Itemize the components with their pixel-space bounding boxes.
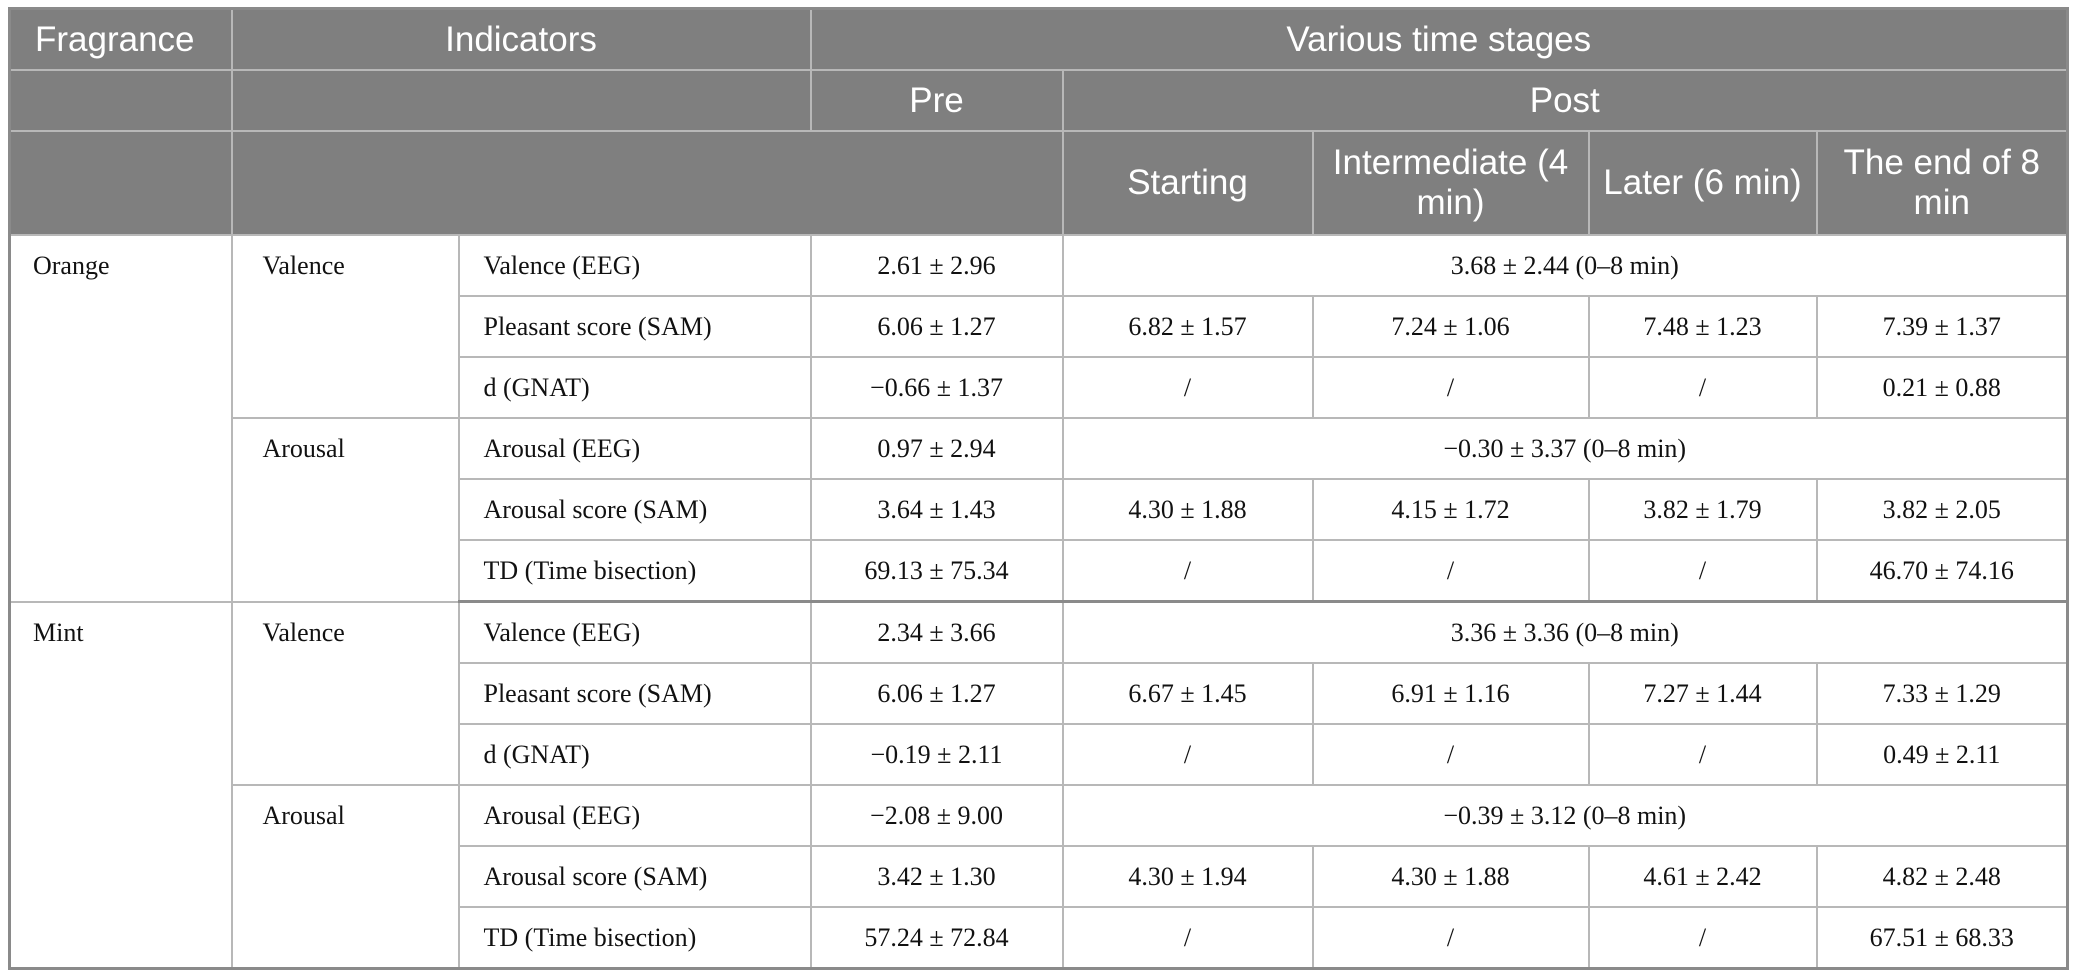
header-empty-cell [230, 69, 812, 132]
indicator-cell: Pleasant score (SAM) [457, 662, 812, 725]
pre-value: −0.19 ± 2.11 [809, 723, 1064, 786]
end-value: 7.33 ± 1.29 [1815, 662, 2069, 725]
intermediate-value: / [1311, 906, 1590, 970]
fragrance-cell: Mint [8, 600, 233, 970]
pre-value: −2.08 ± 9.00 [809, 784, 1064, 847]
indicator-cell: Arousal (EEG) [457, 784, 812, 847]
starting-value: 6.82 ± 1.57 [1061, 295, 1314, 358]
header-later: Later (6 min) [1587, 130, 1818, 236]
end-value: 3.82 ± 2.05 [1815, 478, 2069, 541]
later-value: / [1587, 906, 1818, 970]
table-row: d (GNAT) −0.19 ± 2.11 / / / 0.49 ± 2.11 [10, 723, 2069, 786]
group-cell: Valence [230, 234, 460, 419]
header-empty-cell [8, 130, 233, 236]
indicator-cell: TD (Time bisection) [457, 539, 812, 603]
indicator-cell: Arousal score (SAM) [457, 478, 812, 541]
header-row-1: Fragrance Indicators Various time stages [8, 7, 2069, 71]
starting-value: / [1061, 723, 1314, 786]
results-table: Fragrance Indicators Various time stages… [8, 7, 2069, 970]
intermediate-value: / [1311, 539, 1590, 603]
starting-value: 6.67 ± 1.45 [1061, 662, 1314, 725]
later-value: 7.48 ± 1.23 [1587, 295, 1818, 358]
pre-value: 57.24 ± 72.84 [809, 906, 1064, 970]
table-row: Orange Valence Valence (EEG) 2.61 ± 2.96… [8, 234, 2069, 603]
header-intermediate: Intermediate (4 min) [1311, 130, 1590, 236]
table-body: Orange Valence Valence (EEG) 2.61 ± 2.96… [8, 234, 2069, 970]
table-row: Arousal Arousal (EEG) −2.08 ± 9.00 −0.39… [10, 784, 2069, 970]
header-indicators: Indicators [230, 7, 812, 71]
post-span-value: 3.36 ± 3.36 (0–8 min) [1061, 600, 2069, 664]
pre-value: 2.61 ± 2.96 [809, 234, 1064, 297]
table-header: Fragrance Indicators Various time stages… [8, 7, 2069, 236]
header-empty-cell [230, 130, 1064, 236]
table-row: Mint Valence Valence (EEG) 2.34 ± 3.66 3… [8, 600, 2069, 970]
table-row: TD (Time bisection) 69.13 ± 75.34 / / / … [10, 539, 2069, 603]
pre-value: 6.06 ± 1.27 [809, 295, 1064, 358]
intermediate-value: 6.91 ± 1.16 [1311, 662, 1590, 725]
header-row-3: Starting Intermediate (4 min) Later (6 m… [8, 130, 2069, 236]
indicator-cell: Valence (EEG) [457, 234, 812, 297]
header-fragrance: Fragrance [8, 7, 233, 71]
group-cell: Arousal [230, 417, 460, 603]
pre-value: 6.06 ± 1.27 [809, 662, 1064, 725]
post-span-value: 3.68 ± 2.44 (0–8 min) [1061, 234, 2069, 297]
header-post: Post [1061, 69, 2069, 132]
group-cell: Valence [230, 600, 460, 786]
end-value: 4.82 ± 2.48 [1815, 845, 2069, 908]
end-value: 0.49 ± 2.11 [1815, 723, 2069, 786]
later-value: / [1587, 723, 1818, 786]
post-span-value: −0.39 ± 3.12 (0–8 min) [1061, 784, 2069, 847]
starting-value: / [1061, 356, 1314, 419]
intermediate-value: / [1311, 356, 1590, 419]
indicator-cell: d (GNAT) [457, 723, 812, 786]
indicator-cell: Arousal score (SAM) [457, 845, 812, 908]
table-row: TD (Time bisection) 57.24 ± 72.84 / / / … [10, 906, 2069, 970]
intermediate-value: 4.15 ± 1.72 [1311, 478, 1590, 541]
pre-value: 3.42 ± 1.30 [809, 845, 1064, 908]
indicator-cell: Pleasant score (SAM) [457, 295, 812, 358]
table-row: Arousal Arousal (EEG) 0.97 ± 2.94 −0.30 … [10, 417, 2069, 603]
end-value: 67.51 ± 68.33 [1815, 906, 2069, 970]
indicator-cell: d (GNAT) [457, 356, 812, 419]
starting-value: 4.30 ± 1.94 [1061, 845, 1314, 908]
starting-value: / [1061, 539, 1314, 603]
later-value: 3.82 ± 1.79 [1587, 478, 1818, 541]
header-time-stages: Various time stages [809, 7, 2069, 71]
header-starting: Starting [1061, 130, 1314, 236]
intermediate-value: 7.24 ± 1.06 [1311, 295, 1590, 358]
indicator-cell: TD (Time bisection) [457, 906, 812, 970]
fragrance-cell: Orange [8, 234, 233, 603]
pre-value: −0.66 ± 1.37 [809, 356, 1064, 419]
pre-value: 0.97 ± 2.94 [809, 417, 1064, 480]
intermediate-value: 4.30 ± 1.88 [1311, 845, 1590, 908]
pre-value: 2.34 ± 3.66 [809, 600, 1064, 664]
table-row: Pleasant score (SAM) 6.06 ± 1.27 6.82 ± … [10, 295, 2069, 358]
later-value: 7.27 ± 1.44 [1587, 662, 1818, 725]
starting-value: 4.30 ± 1.88 [1061, 478, 1314, 541]
later-value: / [1587, 539, 1818, 603]
header-row-2: Pre Post [8, 69, 2069, 132]
post-span-value: −0.30 ± 3.37 (0–8 min) [1061, 417, 2069, 480]
table-row: d (GNAT) −0.66 ± 1.37 / / / 0.21 ± 0.88 [10, 356, 2069, 419]
later-value: / [1587, 356, 1818, 419]
table-row: Arousal score (SAM) 3.64 ± 1.43 4.30 ± 1… [10, 478, 2069, 541]
pre-value: 3.64 ± 1.43 [809, 478, 1064, 541]
table-row: Arousal score (SAM) 3.42 ± 1.30 4.30 ± 1… [10, 845, 2069, 908]
later-value: 4.61 ± 2.42 [1587, 845, 1818, 908]
starting-value: / [1061, 906, 1314, 970]
pre-value: 69.13 ± 75.34 [809, 539, 1064, 603]
header-end: The end of 8 min [1815, 130, 2069, 236]
end-value: 7.39 ± 1.37 [1815, 295, 2069, 358]
end-value: 0.21 ± 0.88 [1815, 356, 2069, 419]
table-row: Pleasant score (SAM) 6.06 ± 1.27 6.67 ± … [10, 662, 2069, 725]
end-value: 46.70 ± 74.16 [1815, 539, 2069, 603]
group-cell: Arousal [230, 784, 460, 970]
indicator-cell: Valence (EEG) [457, 600, 812, 664]
header-empty-cell [8, 69, 233, 132]
indicator-cell: Arousal (EEG) [457, 417, 812, 480]
intermediate-value: / [1311, 723, 1590, 786]
header-pre: Pre [809, 69, 1064, 132]
